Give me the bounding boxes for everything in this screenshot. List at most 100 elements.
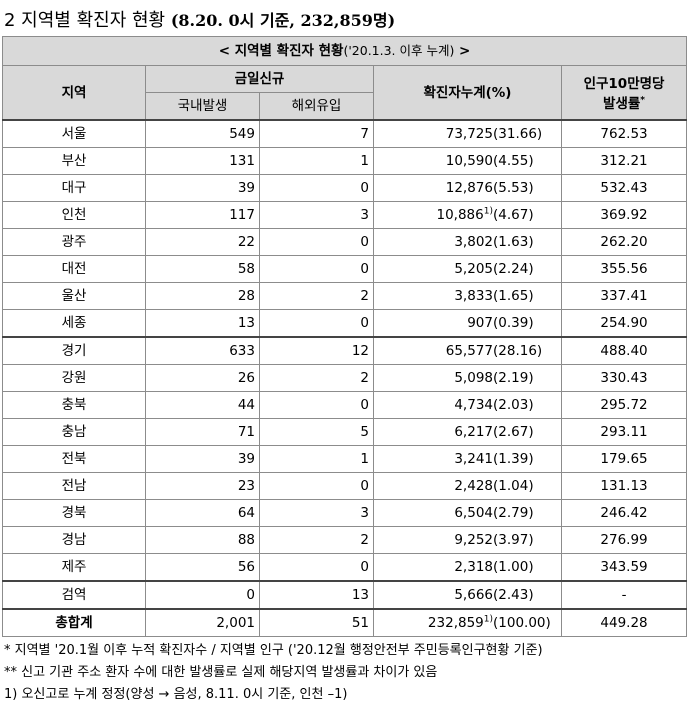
- cumulative-cell: 907(0.39): [373, 309, 562, 338]
- overseas-cell: 0: [259, 391, 374, 419]
- overseas-cell: 2: [259, 364, 374, 392]
- region-cell: 대구: [2, 174, 146, 202]
- footnotes: * 지역별 '20.1월 이후 누적 확진자수 / 지역별 인구 ('20.12…: [4, 640, 543, 706]
- cumulative-cell: 10,8861)(4.67): [373, 201, 562, 229]
- domestic-cell: 549: [145, 119, 260, 148]
- rate-cell: 355.56: [560, 255, 688, 283]
- cumulative-percent: (1.00): [493, 559, 534, 575]
- table-row: 전북 39 1 3,241(1.39) 179.65: [2, 445, 688, 473]
- rate-cell: 262.20: [560, 228, 688, 256]
- region-cell: 강원: [2, 364, 146, 392]
- region-cell: 경남: [2, 526, 146, 554]
- rate-cell: 246.42: [560, 499, 688, 527]
- cumulative-cell: 5,666(2.43): [373, 580, 562, 610]
- cumulative-percent: (1.04): [493, 478, 534, 494]
- table-row: 충남 71 5 6,217(2.67) 293.11: [2, 418, 688, 446]
- rate-cell: 131.13: [560, 472, 688, 500]
- header-row-1: 지역 금일신규 확진자누계(%) 인구10만명당 발생률*: [2, 65, 688, 121]
- overseas-cell: 51: [259, 608, 374, 637]
- cumulative-cell: 65,577(28.16): [373, 336, 562, 365]
- table-row: 강원 26 2 5,098(2.19) 330.43: [2, 364, 688, 392]
- cumulative-percent: (2.79): [493, 505, 534, 521]
- overseas-cell: 3: [259, 499, 374, 527]
- domestic-cell: 58: [145, 255, 260, 283]
- region-cell: 제주: [2, 553, 146, 582]
- overseas-cell: 1: [259, 147, 374, 175]
- cumulative-value: 3,802: [454, 234, 493, 250]
- region-cell: 서울: [2, 119, 146, 148]
- header-row-2: 국내발생 해외유입: [3, 92, 687, 121]
- region-cell: 인천: [2, 201, 146, 229]
- domestic-cell: 117: [145, 201, 260, 229]
- rate-cell: 488.40: [560, 336, 688, 365]
- cumulative-cell: 2,428(1.04): [373, 472, 562, 500]
- overseas-cell: 7: [259, 119, 374, 148]
- footnote-2: ** 신고 기관 주소 환자 수에 대한 발생률로 실제 해당지역 발생률과 차…: [4, 665, 438, 680]
- overseas-cell: 0: [259, 174, 374, 202]
- region-cell: 광주: [2, 228, 146, 256]
- cumulative-cell: 10,590(4.55): [373, 147, 562, 175]
- cumulative-cell: 3,833(1.65): [373, 282, 562, 310]
- overseas-cell: 13: [259, 580, 374, 610]
- rate-cell: 532.43: [560, 174, 688, 202]
- rate-cell: 343.59: [560, 553, 688, 582]
- cumulative-value: 5,098: [454, 370, 493, 386]
- table-row: 인천 117 3 10,8861)(4.67) 369.92: [2, 201, 688, 229]
- overseas-cell: 2: [259, 282, 374, 310]
- table-row: 전남 23 0 2,428(1.04) 131.13: [2, 472, 688, 500]
- domestic-cell: 23: [145, 472, 260, 500]
- rate-cell: 762.53: [560, 119, 688, 148]
- domestic-cell: 44: [145, 391, 260, 419]
- cumulative-value: 12,876: [445, 180, 493, 196]
- footnote-mark: 1): [483, 614, 493, 625]
- rate-cell: 254.90: [560, 309, 688, 338]
- cumulative-cell: 9,252(3.97): [373, 526, 562, 554]
- region-cell: 부산: [2, 147, 146, 175]
- cumulative-value: 6,217: [454, 424, 493, 440]
- region-cell: 충북: [2, 391, 146, 419]
- cumulative-percent: (2.43): [493, 587, 534, 603]
- footnote-mark: 1): [483, 206, 493, 217]
- table-row: 경북 64 3 6,504(2.79) 246.42: [2, 499, 688, 527]
- cumulative-cell: 2,318(1.00): [373, 553, 562, 582]
- region-cell: 경북: [2, 499, 146, 527]
- cumulative-percent: (4.67): [493, 207, 534, 223]
- table-row: 제주 56 0 2,318(1.00) 343.59: [2, 553, 688, 582]
- region-cell: 울산: [2, 282, 146, 310]
- cumulative-value: 4,734: [454, 397, 493, 413]
- cumulative-value: 65,577: [445, 343, 493, 359]
- table-caption: < 지역별 확진자 현황('20.1.3. 이후 누계) >: [1, 36, 688, 66]
- cumulative-value: 10,886: [436, 207, 484, 223]
- rate-cell: 369.92: [560, 201, 688, 229]
- page-title: 2 지역별 확진자 현황 (8.20. 0시 기준, 232,859명): [4, 6, 395, 32]
- cumulative-percent: (5.53): [493, 180, 534, 196]
- header-today-new: 금일신규: [145, 65, 374, 93]
- table-row: 서울 549 7 73,725(31.66) 762.53: [2, 119, 688, 148]
- table-caption-row: < 지역별 확진자 현황('20.1.3. 이후 누계) >: [1, 36, 688, 66]
- region-cell: 경기: [2, 336, 146, 365]
- region-cell: 세종: [2, 309, 146, 338]
- overseas-cell: 2: [259, 526, 374, 554]
- cumulative-value: 907: [467, 315, 493, 331]
- cumulative-value: 3,241: [454, 451, 493, 467]
- table-row: 대전 58 0 5,205(2.24) 355.56: [2, 255, 688, 283]
- cumulative-value: 3,833: [454, 288, 493, 304]
- header-cumulative: 확진자누계(%): [373, 65, 562, 121]
- region-cell: 충남: [2, 418, 146, 446]
- cumulative-cell: 5,205(2.24): [373, 255, 562, 283]
- table-row: 경기 633 12 65,577(28.16) 488.40: [2, 336, 688, 365]
- cumulative-percent: (28.16): [493, 343, 543, 359]
- overseas-cell: 3: [259, 201, 374, 229]
- table-row: 대구 39 0 12,876(5.53) 532.43: [2, 174, 688, 202]
- region-cell: 검역: [2, 580, 146, 610]
- cumulative-percent: (2.67): [493, 424, 534, 440]
- cumulative-value: 232,859: [427, 615, 484, 631]
- cumulative-percent: (4.55): [493, 153, 534, 169]
- table-row: 울산 28 2 3,833(1.65) 337.41: [2, 282, 688, 310]
- overseas-cell: 0: [259, 472, 374, 500]
- region-cell: 대전: [2, 255, 146, 283]
- cumulative-cell: 232,8591)(100.00): [373, 608, 562, 637]
- table-row: 경남 88 2 9,252(3.97) 276.99: [2, 526, 688, 554]
- cumulative-percent: (2.03): [493, 397, 534, 413]
- cumulative-cell: 12,876(5.53): [373, 174, 562, 202]
